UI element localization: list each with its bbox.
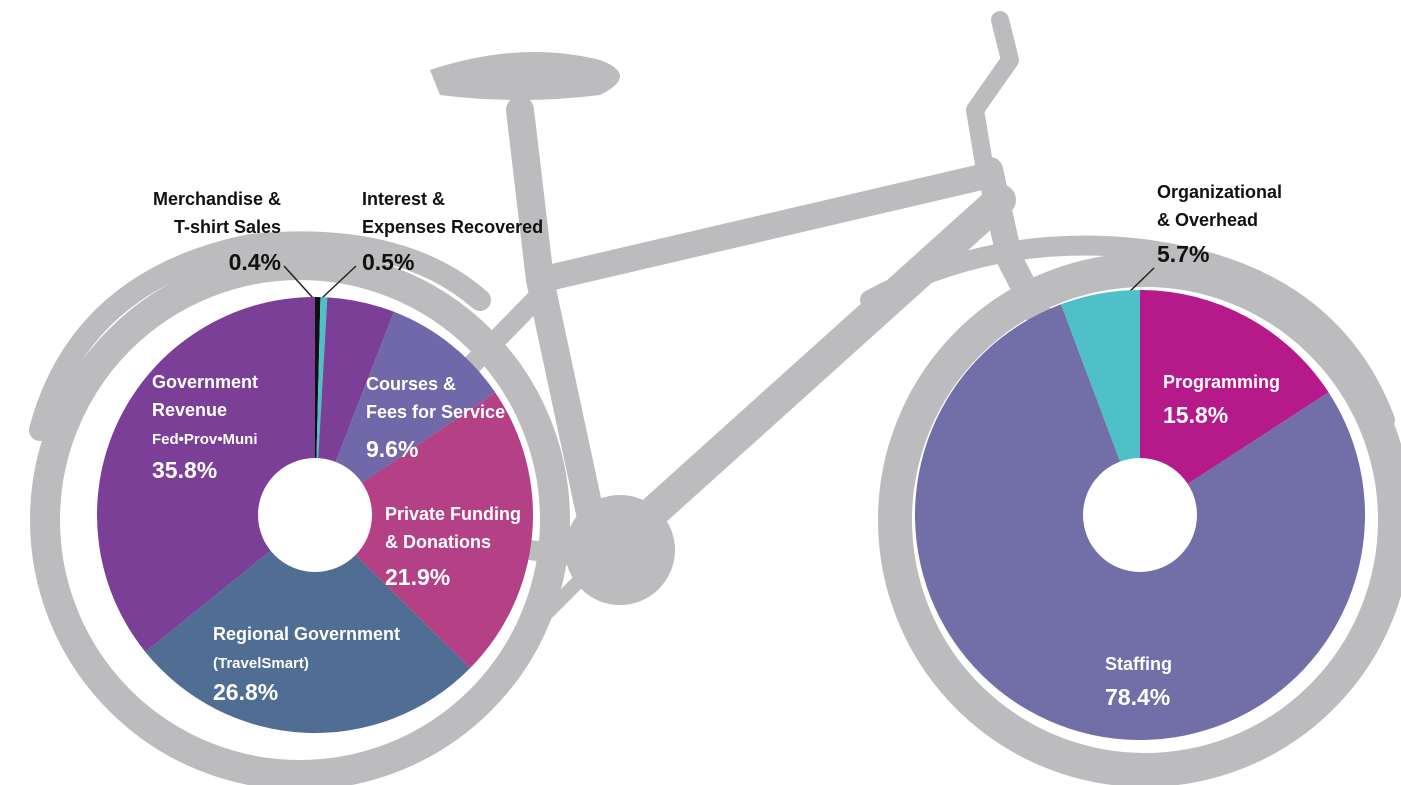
slice-value-label: 0.5% [362, 249, 414, 275]
donut-hole [1083, 458, 1197, 572]
handlebar [975, 20, 1010, 170]
slice-label: Fees for Service [366, 402, 505, 422]
slice-value-label: 0.4% [229, 249, 281, 275]
slice-label: & Overhead [1157, 210, 1258, 230]
chainring [565, 495, 675, 605]
slice-label: T-shirt Sales [174, 217, 281, 237]
slice-value-label: 35.8% [152, 457, 217, 483]
slice-label: Private Funding [385, 504, 521, 524]
slice-label: Fed•Prov•Muni [152, 431, 258, 448]
slice-label: Programming [1163, 372, 1280, 392]
slice-value-label: 26.8% [213, 679, 278, 705]
slice-value-label: 5.7% [1157, 241, 1209, 267]
slice-label: & Donations [385, 532, 491, 552]
slice-label: Organizational [1157, 182, 1282, 202]
slice-value-label: 15.8% [1163, 402, 1228, 428]
slice-label: Merchandise & [153, 189, 281, 209]
slice-value-label: 9.6% [366, 436, 418, 462]
slice-label: Courses & [366, 374, 456, 394]
slice-label: Revenue [152, 400, 227, 420]
slice-label: Interest & [362, 189, 445, 209]
infographic: Merchandise & T-shirt Sales 0.4% Interest &… [0, 0, 1401, 785]
slice-value-label: 78.4% [1105, 684, 1170, 710]
slice-label: (TravelSmart) [213, 655, 309, 672]
slice-label: Staffing [1105, 654, 1172, 674]
slice-label: Government [152, 372, 258, 392]
slice-label: Regional Government [213, 624, 400, 644]
slice-label: Expenses Recovered [362, 217, 543, 237]
saddle [430, 52, 620, 100]
slice-value-label: 21.9% [385, 564, 450, 590]
donut-hole [258, 458, 372, 572]
